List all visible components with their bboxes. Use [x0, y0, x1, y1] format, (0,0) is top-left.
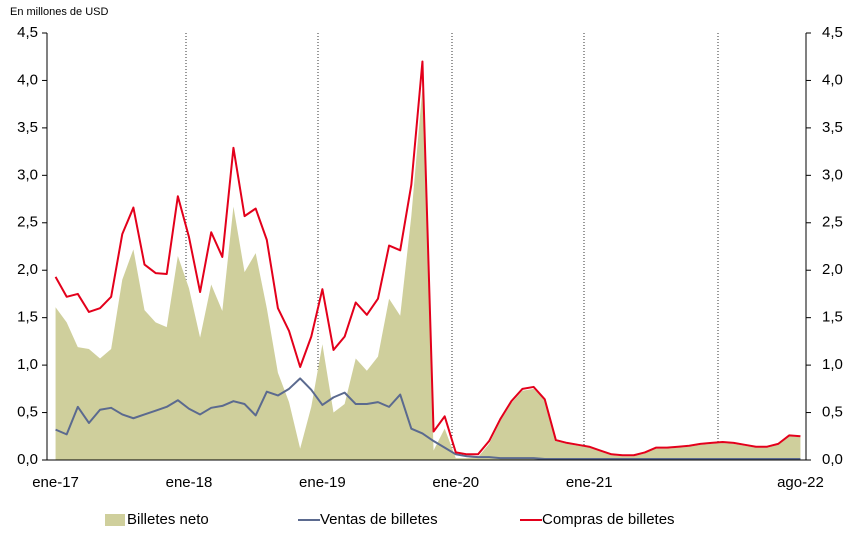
- y2-tick-label: 3,0: [822, 166, 843, 183]
- y-tick-label: 4,5: [17, 24, 38, 41]
- y-tick-label: 4,0: [17, 71, 38, 88]
- y-tick-label: 1,0: [17, 356, 38, 373]
- y2-tick-label: 1,5: [822, 309, 843, 326]
- legend-label: Billetes neto: [127, 511, 209, 528]
- y2-tick-label: 2,0: [822, 261, 843, 278]
- x-tick-label: ene-21: [566, 474, 613, 491]
- y-tick-label: 1,5: [17, 309, 38, 326]
- y-tick-label: 2,0: [17, 261, 38, 278]
- y2-tick-label: 0,5: [822, 404, 843, 421]
- y-tick-label: 0,5: [17, 404, 38, 421]
- x-tick-label: ene-17: [32, 474, 79, 491]
- legend-label: Compras de billetes: [542, 511, 675, 528]
- y2-tick-label: 4,5: [822, 24, 843, 41]
- x-tick-label: ago-22: [777, 474, 824, 491]
- line: [55, 377, 801, 461]
- y2-tick-label: 1,0: [822, 356, 843, 373]
- y2-tick-label: 4,0: [822, 71, 843, 88]
- x-tick-label: ene-19: [299, 474, 346, 491]
- year-separators: [185, 33, 719, 460]
- y2-tick-label: 2,5: [822, 214, 843, 231]
- y-tick-label: 3,0: [17, 166, 38, 183]
- y-tick-label: 3,5: [17, 119, 38, 136]
- y-tick-label: 0,0: [17, 451, 38, 468]
- y-tick-label: 2,5: [17, 214, 38, 231]
- legend-label: Ventas de billetes: [320, 511, 438, 528]
- axis-label: En millones de USD: [10, 6, 108, 18]
- x-tick-label: ene-18: [166, 474, 213, 491]
- legend-swatch: [105, 514, 125, 526]
- y2-tick-label: 0,0: [822, 451, 843, 468]
- line: [54, 60, 801, 457]
- y2-tick-label: 3,5: [822, 119, 843, 136]
- x-tick-label: ene-20: [432, 474, 479, 491]
